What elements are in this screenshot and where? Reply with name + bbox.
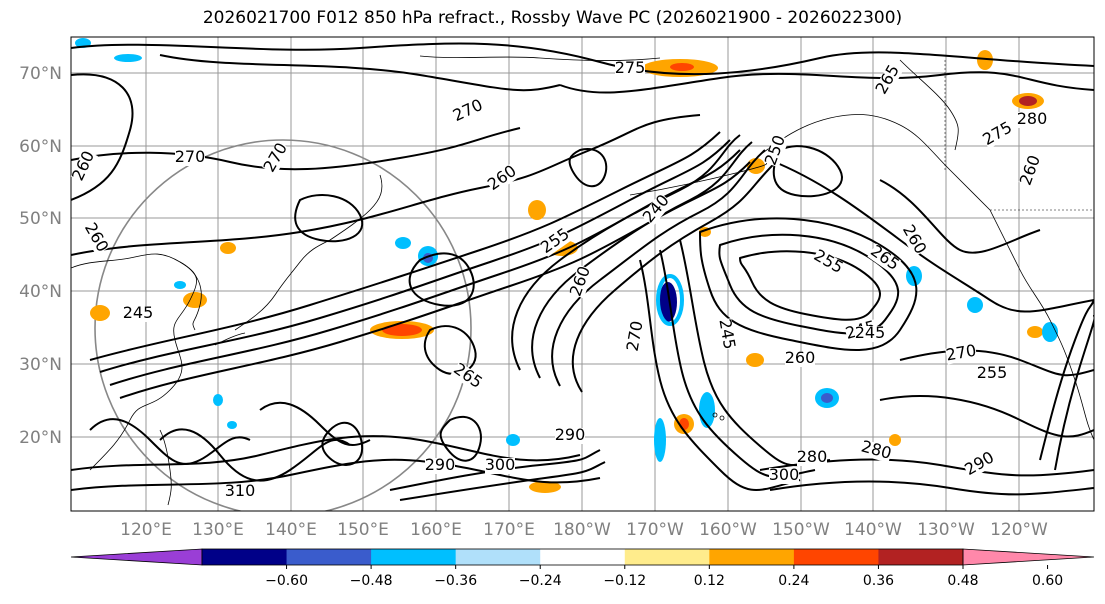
lat-label: 30°N — [19, 355, 62, 375]
lon-label: 170°E — [483, 520, 535, 540]
colorbar-tick-label: 0.36 — [863, 573, 894, 589]
colorbar-tick-label: 0.12 — [694, 573, 725, 589]
lat-label: 70°N — [19, 64, 62, 84]
contour-label-group: 245 — [123, 303, 154, 322]
colorbar-extend-high — [962, 548, 1095, 566]
lon-label: 170°W — [626, 520, 684, 540]
lon-label: 130°E — [192, 520, 244, 540]
colorbar-tick-label: 0.24 — [778, 573, 809, 589]
contour-label-group: 245 — [855, 323, 886, 342]
lon-label: 160°W — [699, 520, 757, 540]
contour-label-group: 260 — [785, 348, 816, 367]
colorbar-tick-label: 0.48 — [947, 573, 978, 589]
contour-label: 300 — [485, 455, 516, 474]
lon-label: 180°W — [553, 520, 611, 540]
lon-label: 140°E — [265, 520, 317, 540]
contour-label: 300 — [769, 465, 800, 484]
longitude-labels: 120°E 130°E 140°E 150°E 160°E 170°E 180°… — [120, 520, 1048, 540]
contour-label-group: 275 — [615, 58, 646, 77]
contour-label: 260 — [785, 348, 816, 367]
contour-label-group: 310 — [225, 481, 256, 500]
contour-label: 245 — [123, 303, 154, 322]
pc-circle — [94, 139, 472, 511]
colorbar-segment — [286, 549, 372, 565]
colorbar-segment — [540, 549, 626, 565]
colorbar — [70, 548, 1095, 566]
contour-label: 290 — [555, 425, 586, 444]
lat-label: 50°N — [19, 209, 62, 229]
contour-label-group: 280 — [1017, 109, 1048, 128]
contour-label-group: 300 — [769, 465, 800, 484]
lon-label: 120°E — [120, 520, 172, 540]
contour-label-group: 245 — [715, 317, 739, 350]
contour-label: 280 — [797, 447, 828, 466]
contour-label-group: 290 — [555, 425, 586, 444]
lon-label: 120°W — [990, 520, 1048, 540]
colorbar-segment — [202, 549, 288, 565]
map-title: 2026021700 F012 850 hPa refract., Rossby… — [202, 8, 903, 28]
colorbar-tick-label: −0.60 — [265, 573, 308, 589]
contour-label: 290 — [425, 455, 456, 474]
lon-label: 130°W — [917, 520, 975, 540]
colorbar-segment — [624, 549, 710, 565]
colorbar-segment — [371, 549, 457, 565]
contours — [71, 42, 1094, 501]
borders — [944, 60, 1094, 211]
lon-label: 140°W — [844, 520, 902, 540]
lon-label: 150°E — [337, 520, 389, 540]
colorbar-tick-label: −0.24 — [519, 573, 562, 589]
contour-label: 275 — [615, 58, 646, 77]
contour-label-group: 300 — [485, 455, 516, 474]
contour-label: 255 — [977, 363, 1008, 382]
colorbar-tick-label: −0.36 — [434, 573, 477, 589]
colorbar-segment — [455, 549, 541, 565]
colorbar-segment — [793, 549, 879, 565]
colorbar-segment — [878, 549, 964, 565]
contour-label: 310 — [225, 481, 256, 500]
contour-label-group: 270 — [944, 341, 977, 365]
contour-labels: 2602652702752802602702752602602452502452… — [68, 58, 1047, 500]
lon-label: 150°W — [772, 520, 830, 540]
colorbar-outline — [201, 548, 964, 566]
map-frame — [70, 36, 1095, 512]
colorbar-tick-label: −0.12 — [603, 573, 646, 589]
contour-label-group: 270 — [623, 319, 647, 352]
lat-label: 20°N — [19, 428, 62, 448]
lat-label: 40°N — [19, 282, 62, 302]
contour-label-group: 270 — [175, 147, 206, 166]
contour-label-group: 280 — [797, 447, 828, 466]
contour-label-group: 290 — [425, 455, 456, 474]
coastlines — [71, 55, 1094, 506]
lon-label: 160°E — [410, 520, 462, 540]
contour-label-group: 255 — [977, 363, 1008, 382]
contour-label: 245 — [855, 323, 886, 342]
colorbar-extend-low — [70, 548, 203, 566]
colorbar-segment — [709, 549, 795, 565]
contour-label: 270 — [175, 147, 206, 166]
colorbar-tick-label: −0.48 — [350, 573, 393, 589]
colorbar-tick-label: 0.60 — [1032, 573, 1063, 589]
latitude-labels: 70°N 60°N 50°N 40°N 30°N 20°N — [19, 64, 62, 448]
contour-label: 280 — [1017, 109, 1048, 128]
colorbar-ticks: −0.60 −0.48 −0.36 −0.24 −0.12 0.12 0.24 0.36 0.4… — [265, 565, 1063, 589]
lat-label: 60°N — [19, 137, 62, 157]
